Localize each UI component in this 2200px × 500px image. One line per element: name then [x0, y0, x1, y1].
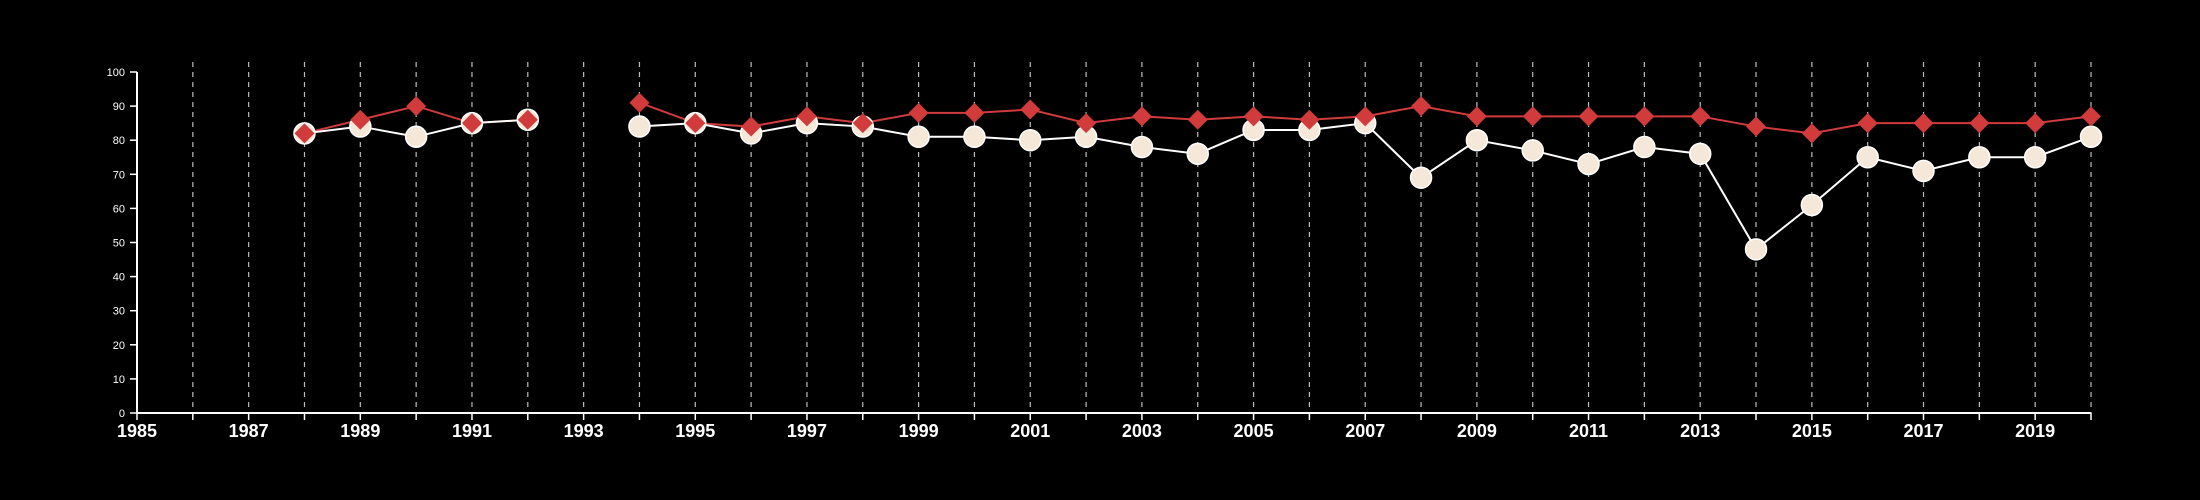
series-red-point-2002: [1076, 113, 1097, 134]
x-tick-label-1999: 1999: [899, 421, 939, 441]
y-tick-label-0: 0: [119, 408, 125, 420]
series-red-point-2009: [1466, 106, 1487, 127]
series-red-point-1995: [685, 113, 706, 134]
series-red-point-2001: [1020, 99, 1041, 120]
series-red-point-2013: [1690, 106, 1711, 127]
x-tick-label-1985: 1985: [117, 421, 157, 441]
y-tick-label-50: 50: [113, 238, 125, 250]
y-tick-label-90: 90: [113, 101, 125, 113]
y-tick-label-10: 10: [113, 374, 125, 386]
x-tick-label-1997: 1997: [787, 421, 827, 441]
series-red-point-2005: [1243, 106, 1264, 127]
series-cream-point-2019: [2023, 146, 2047, 169]
series-red-point-1996: [741, 116, 762, 137]
series-red-point-2020: [2081, 106, 2101, 127]
x-tick-label-2005: 2005: [1234, 421, 1274, 441]
series-cream-point-2011: [1577, 152, 1600, 176]
x-tick-label-1995: 1995: [675, 421, 715, 441]
y-tick-label-40: 40: [113, 272, 125, 284]
series-red-point-2016: [1857, 113, 1878, 134]
series-cream-point-1994: [628, 115, 651, 138]
series-red-point-1997: [796, 106, 817, 127]
series-cream-point-2004: [1186, 142, 1209, 166]
series-red-point-2004: [1187, 109, 1208, 130]
series-red-point-2008: [1411, 96, 1432, 117]
series-cream-point-2016: [1856, 146, 1879, 169]
y-tick-label-70: 70: [113, 169, 125, 181]
series-red-point-1998: [852, 113, 873, 134]
x-tick-label-2007: 2007: [1345, 421, 1385, 441]
series-cream-point-2020: [2079, 125, 2103, 149]
series-cream-point-2018: [1968, 146, 1991, 169]
series-red-point-2011: [1578, 106, 1599, 127]
series-cream-point-2003: [1130, 135, 1154, 159]
series-cream-point-2009: [1465, 128, 1489, 152]
y-tick-label-20: 20: [113, 340, 125, 352]
series-red-point-2017: [1913, 113, 1934, 134]
x-tick-label-1989: 1989: [340, 421, 380, 441]
x-tick-label-2003: 2003: [1122, 421, 1162, 441]
grid-layer: [192, 62, 2092, 413]
series-red-point-2003: [1131, 106, 1152, 127]
series-red-point-2010: [1522, 106, 1543, 127]
series-red-point-2006: [1299, 109, 1320, 130]
series-cream-point-2013: [1688, 142, 1712, 166]
series-red-point-1994: [629, 92, 650, 113]
series-cream-point-2001: [1019, 128, 1042, 152]
series-red-point-1999: [908, 102, 929, 123]
series-red-point-2018: [1969, 113, 1990, 134]
series-red-point-1989: [350, 109, 371, 130]
x-tick-label-2009: 2009: [1457, 421, 1497, 441]
series-red-point-1991: [461, 113, 482, 134]
x-tick-label-2015: 2015: [1792, 421, 1832, 441]
x-tick-label-1993: 1993: [564, 421, 604, 441]
x-tick-label-2001: 2001: [1010, 421, 1050, 441]
series-cream-point-2014: [1744, 238, 1768, 261]
series-red-point-2012: [1634, 106, 1655, 127]
series-red-point-2015: [1801, 123, 1822, 144]
series-red-point-2007: [1355, 106, 1376, 127]
series-cream-point-2012: [1633, 135, 1656, 159]
series-cream-point-2010: [1521, 139, 1544, 162]
series-layer: [293, 92, 2103, 261]
axes-layer: 0 10 20 30 40 50 60 70 80 90 100 1985 1987 1989 1991 19…: [107, 67, 2092, 441]
series-red-point-2019: [2025, 113, 2046, 134]
x-tick-label-2019: 2019: [2015, 421, 2055, 441]
series-red-point-2000: [964, 102, 985, 123]
series-cream-point-2008: [1409, 166, 1433, 189]
series-red-point-2014: [1746, 116, 1767, 137]
series-red-point-1992: [517, 109, 538, 130]
x-tick-label-2017: 2017: [1903, 421, 1943, 441]
series-cream-point-2000: [963, 125, 986, 149]
y-tick-label-60: 60: [113, 203, 125, 215]
y-tick-label-80: 80: [113, 135, 125, 147]
x-tick-label-1987: 1987: [229, 421, 269, 441]
y-tick-label-30: 30: [113, 306, 125, 318]
series-cream-point-1999: [907, 125, 930, 149]
x-tick-label-1991: 1991: [452, 421, 492, 441]
x-tick-label-2013: 2013: [1680, 421, 1720, 441]
y-tick-label-100: 100: [107, 67, 125, 79]
series-cream-point-1990: [404, 125, 428, 149]
series-cream-point-2015: [1800, 193, 1824, 217]
series-red-point-1990: [406, 96, 427, 117]
series-cream-point-2017: [1912, 159, 1935, 183]
series-red-point-1988: [294, 123, 315, 144]
x-tick-label-2011: 2011: [1569, 421, 1608, 441]
